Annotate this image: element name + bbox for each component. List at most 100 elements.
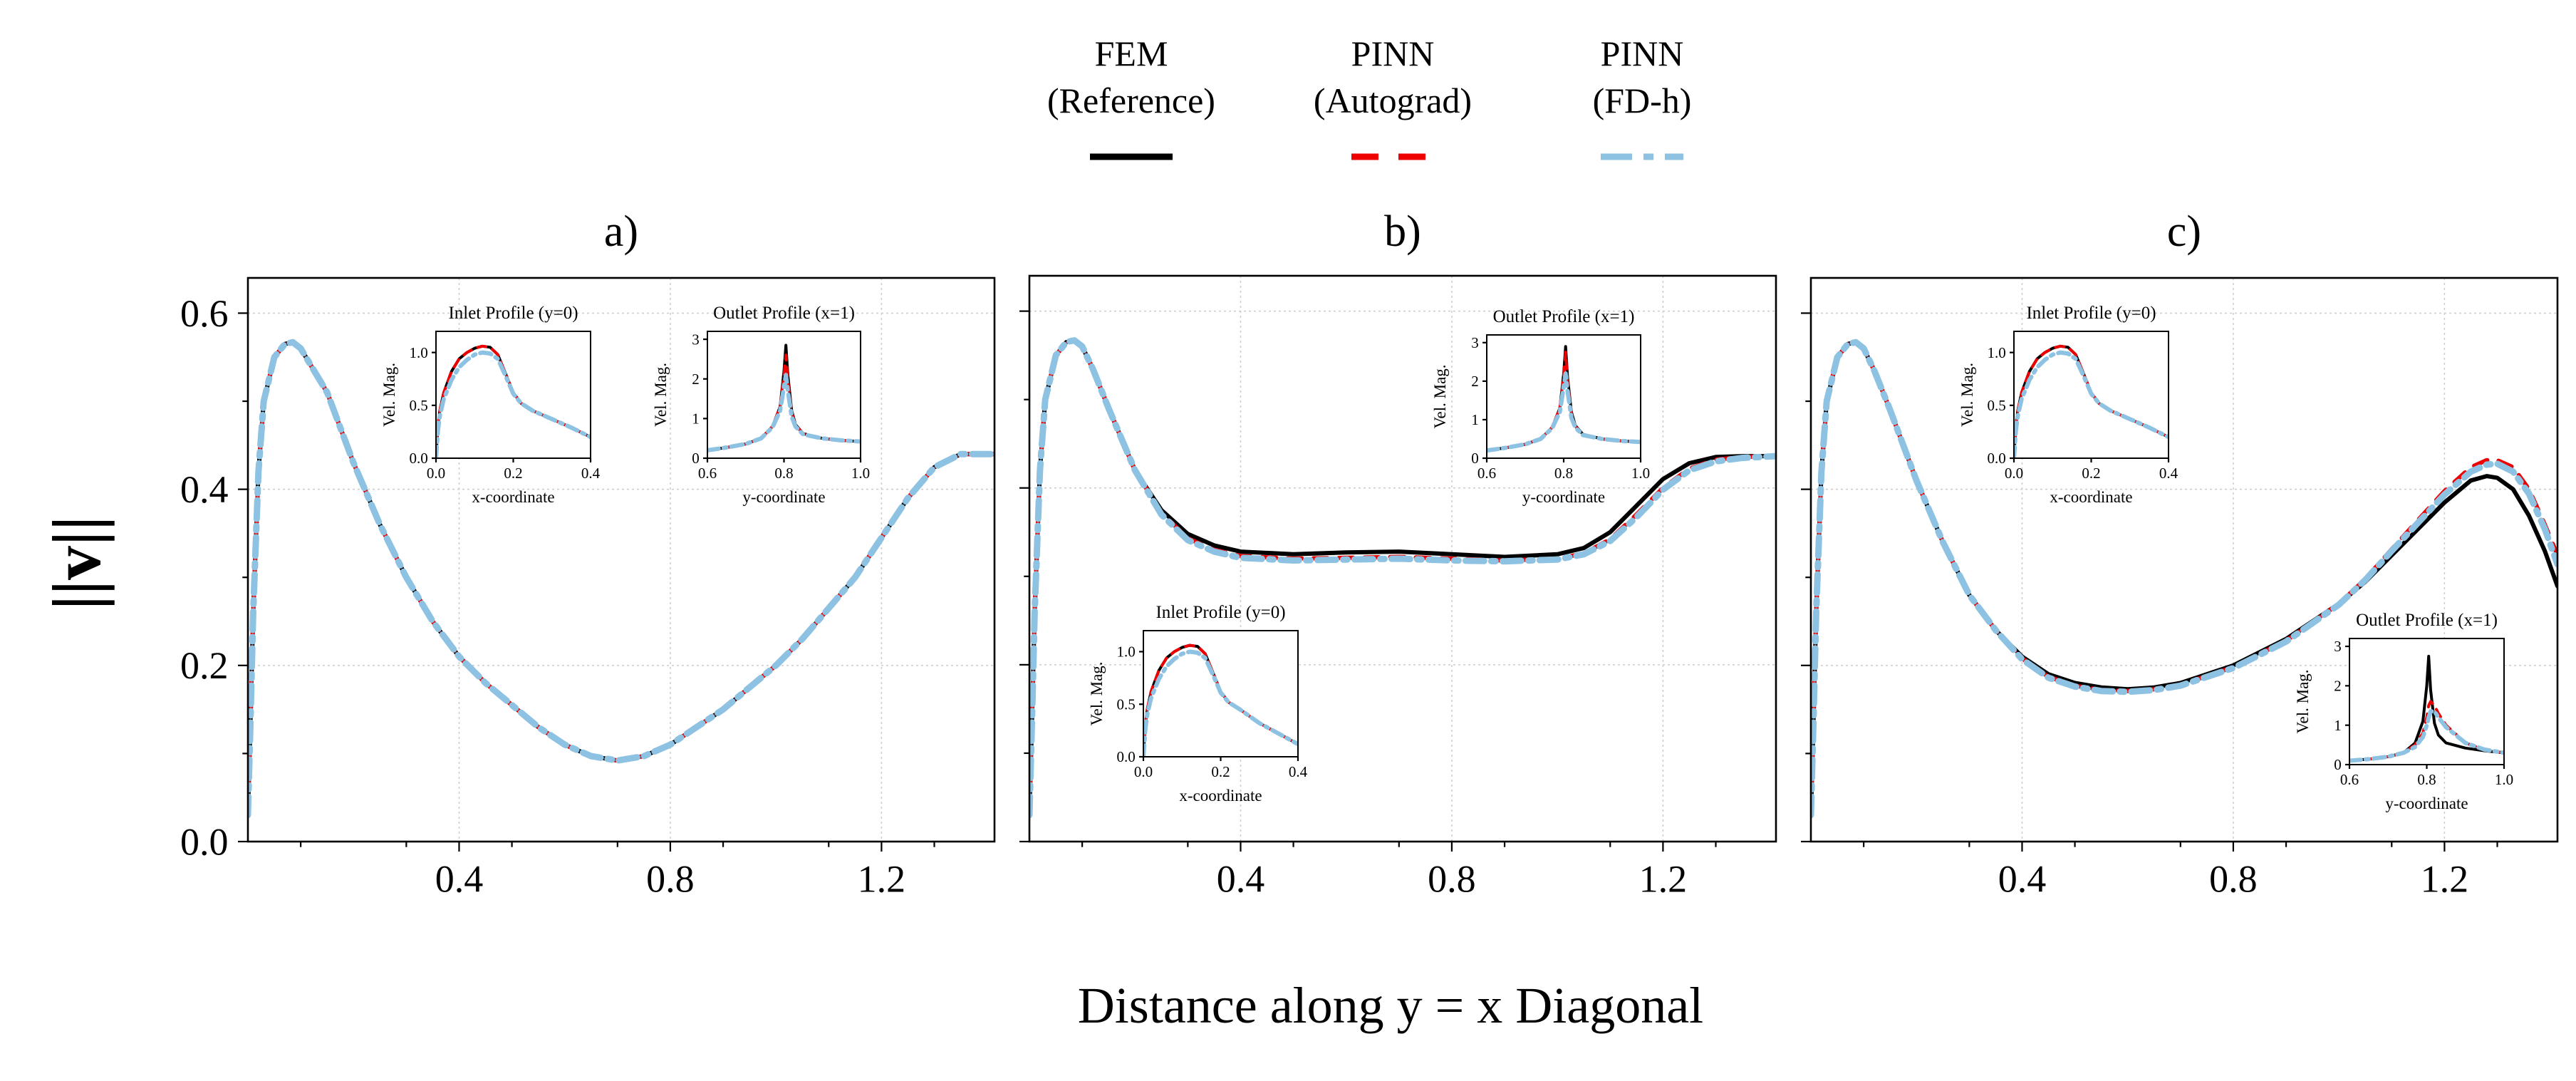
inset-series-group xyxy=(436,344,591,458)
inset-0: Inlet Profile (y=0) 0.0 0.2 0.4 0.0 0.5 1.0 x-c… xyxy=(1958,304,2178,506)
series-line xyxy=(1029,338,1776,817)
x-tick-label: 0.2 xyxy=(2082,465,2100,482)
inset-0: Inlet Profile (y=0) 0.0 0.2 0.4 0.0 0.5 1.0 x-c… xyxy=(380,304,601,506)
inset-frame xyxy=(1486,334,1641,459)
series-line xyxy=(248,340,994,817)
inset-title: Inlet Profile (y=0) xyxy=(2026,304,2156,323)
x-tick-label: 0.8 xyxy=(2209,858,2258,901)
x-tick-label: 0.0 xyxy=(1134,763,1153,780)
x-tick-label: 0.6 xyxy=(698,465,717,482)
x-tick-label: 0.6 xyxy=(1477,465,1496,482)
x-tick-label: 1.0 xyxy=(2495,771,2513,788)
series-line xyxy=(1029,338,1776,817)
x-tick-label: 0.4 xyxy=(1289,763,1308,780)
legend-label-line2: (Autograd) xyxy=(1314,81,1472,120)
plot-frame xyxy=(1809,276,2559,843)
inset-x-label: x-coordinate xyxy=(2050,488,2132,506)
series-group xyxy=(248,338,994,819)
inset-series-group xyxy=(1487,345,1641,453)
y-tick-label: 0.5 xyxy=(410,397,428,414)
panel-title: b) xyxy=(1384,207,1421,256)
y-tick-label: 0 xyxy=(1471,450,1479,467)
inset-background xyxy=(2349,638,2504,765)
legend-entry-0: FEM (Reference) xyxy=(1047,33,1215,160)
panel-title: a) xyxy=(604,207,638,256)
inset-1: Inlet Profile (y=0) 0.0 0.2 0.4 0.0 0.5 1.0 x-c… xyxy=(1088,603,1308,805)
x-tick-label: 0.8 xyxy=(1554,465,1573,482)
x-tick-label: 0.4 xyxy=(1217,858,1265,901)
x-tick-label: 0.4 xyxy=(435,858,484,901)
plot-frame xyxy=(246,276,996,843)
x-tick-label: 0.0 xyxy=(2005,465,2023,482)
y-tick-label: 3 xyxy=(1471,334,1479,351)
inset-frame xyxy=(707,331,861,459)
inset-0: Outlet Profile (x=1) 0.6 0.8 1.0 0 1 2 3 y-coord… xyxy=(1431,307,1650,506)
y-tick-label: 2 xyxy=(2334,678,2342,695)
inset-y-label: Vel. Mag. xyxy=(652,363,670,427)
series-line xyxy=(2349,709,2504,763)
inset-x-label: y-coordinate xyxy=(742,488,825,506)
y-tick-label: 0 xyxy=(2334,756,2342,773)
legend: FEM (Reference) PINN (Autograd) PINN (FD-h) xyxy=(1047,33,1692,160)
x-axis-label: Distance along y = x Diagonal xyxy=(1078,977,1703,1034)
series-line xyxy=(2014,350,2169,458)
x-tick-label: 0.4 xyxy=(1998,858,2047,901)
x-tick-label: 0.8 xyxy=(2417,771,2436,788)
series-line xyxy=(1487,371,1641,453)
inset-frame xyxy=(1143,630,1299,757)
y-tick-label: 1.0 xyxy=(1988,344,2006,361)
y-tick-label: 0.0 xyxy=(180,820,229,863)
inset-series-group xyxy=(2349,654,2504,763)
series-line xyxy=(248,340,994,817)
inset-1: Outlet Profile (x=1) 0.6 0.8 1.0 0 1 2 3 y-coord… xyxy=(2294,611,2513,812)
inset-title: Inlet Profile (y=0) xyxy=(448,304,578,323)
inset-series-group xyxy=(1143,643,1298,757)
x-tick-label: 1.0 xyxy=(851,465,870,482)
y-tick-label: 3 xyxy=(2334,638,2342,655)
legend-label-line1: PINN xyxy=(1601,33,1684,73)
x-tick-label: 0.2 xyxy=(1211,763,1230,780)
series-group xyxy=(1029,337,1776,819)
series-line xyxy=(248,338,994,819)
inset-series-group xyxy=(707,343,861,452)
inset-title: Outlet Profile (x=1) xyxy=(2356,611,2498,630)
legend-label-line2: (Reference) xyxy=(1047,81,1215,120)
x-tick-label: 0.8 xyxy=(646,858,695,901)
inset-x-label: x-coordinate xyxy=(1179,787,1262,805)
legend-label-line2: (FD-h) xyxy=(1593,81,1692,120)
x-tick-label: 1.0 xyxy=(1631,465,1650,482)
inset-title: Outlet Profile (x=1) xyxy=(713,304,855,323)
y-tick-label: 0.0 xyxy=(410,450,428,467)
series-line xyxy=(707,373,861,452)
x-tick-label: 0.4 xyxy=(2159,465,2178,482)
y-tick-label: 2 xyxy=(1471,373,1479,390)
y-tick-label: 0 xyxy=(692,450,700,467)
legend-label-line1: FEM xyxy=(1095,33,1168,73)
series-line xyxy=(1143,649,1298,757)
inset-y-label: Vel. Mag. xyxy=(2294,669,2312,733)
y-tick-label: 0.2 xyxy=(180,644,229,687)
y-tick-label: 1 xyxy=(2334,717,2342,734)
x-tick-label: 1.2 xyxy=(858,858,906,901)
legend-entry-1: PINN (Autograd) xyxy=(1314,33,1472,160)
series-line xyxy=(1811,338,2557,819)
panel-a: a) 0.4 0.8 1.2 0.0 0.2 0.4 0.6 Inlet Profile (y=… xyxy=(180,207,996,901)
series-line xyxy=(436,350,591,458)
series-line xyxy=(1029,337,1776,819)
y-tick-label: 0.5 xyxy=(1988,397,2006,414)
x-tick-label: 1.2 xyxy=(2421,858,2469,901)
axes: 0.4 0.8 1.2 0.0 0.2 0.4 0.6 xyxy=(180,278,994,901)
x-tick-label: 0.8 xyxy=(1428,858,1476,901)
inset-y-label: Vel. Mag. xyxy=(1088,661,1106,725)
inset-x-label: x-coordinate xyxy=(472,488,554,506)
inset-frame xyxy=(435,331,591,459)
inset-series-group xyxy=(2014,344,2169,458)
inset-y-label: Vel. Mag. xyxy=(380,363,398,427)
x-tick-label: 1.2 xyxy=(1639,858,1688,901)
chart-panels: a) 0.4 0.8 1.2 0.0 0.2 0.4 0.6 Inlet Profile (y=… xyxy=(180,207,2559,901)
legend-label-line1: PINN xyxy=(1351,33,1435,73)
x-tick-label: 0.0 xyxy=(427,465,445,482)
inset-x-label: y-coordinate xyxy=(1522,488,1605,506)
